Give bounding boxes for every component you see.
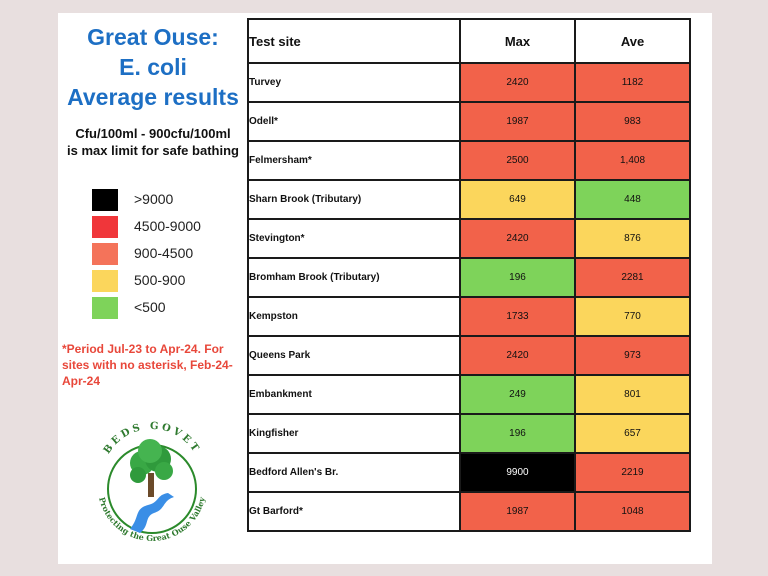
header-test-site: Test site bbox=[247, 18, 461, 64]
max-value-cell: 2420 bbox=[459, 335, 576, 376]
ave-value-cell: 1182 bbox=[574, 62, 691, 103]
site-name-cell: Turvey bbox=[247, 62, 461, 103]
period-note: *Period Jul-23 to Apr-24. For sites with… bbox=[62, 342, 233, 388]
legend-swatch-black bbox=[92, 189, 118, 211]
limit-line-1: Cfu/100ml - 900cfu/100ml bbox=[75, 126, 231, 141]
table-row: Embankment 249 801 bbox=[247, 374, 691, 415]
header-max: Max bbox=[459, 18, 576, 64]
max-value-cell: 2420 bbox=[459, 218, 576, 259]
max-value-cell: 2420 bbox=[459, 62, 576, 103]
limit-line-2: is max limit for safe bathing bbox=[67, 143, 239, 158]
legend-swatch-green bbox=[92, 297, 118, 319]
legend-label: 900-4500 bbox=[134, 245, 194, 261]
ave-value-cell: 1048 bbox=[574, 491, 691, 532]
title-line-2: E. coli bbox=[119, 54, 187, 80]
max-value-cell: 9900 bbox=[459, 452, 576, 493]
legend-swatch-dark-red bbox=[92, 216, 118, 238]
table-row: Stevington* 2420 876 bbox=[247, 218, 691, 259]
ave-value-cell: 448 bbox=[574, 179, 691, 220]
header-ave: Ave bbox=[574, 18, 691, 64]
ave-value-cell: 2281 bbox=[574, 257, 691, 298]
site-name-cell: Felmersham* bbox=[247, 140, 461, 181]
ave-value-cell: 2219 bbox=[574, 452, 691, 493]
table-row: Felmersham* 2500 1,408 bbox=[247, 140, 691, 181]
table-row: Sharn Brook (Tributary) 649 448 bbox=[247, 179, 691, 220]
left-panel: Great Ouse: E. coli Average results Cfu/… bbox=[58, 13, 248, 564]
ave-value-cell: 1,408 bbox=[574, 140, 691, 181]
table-header-row: Test site Max Ave bbox=[247, 18, 691, 64]
site-name-cell: Bedford Allen's Br. bbox=[247, 452, 461, 493]
max-value-cell: 249 bbox=[459, 374, 576, 415]
safe-limit-text: Cfu/100ml - 900cfu/100ml is max limit fo… bbox=[58, 125, 248, 159]
title-line-3: Average results bbox=[67, 84, 239, 110]
site-name-cell: Embankment bbox=[247, 374, 461, 415]
site-name-cell: Bromham Brook (Tributary) bbox=[247, 257, 461, 298]
title-line-1: Great Ouse: bbox=[87, 24, 219, 50]
legend-label: >9000 bbox=[134, 191, 174, 207]
ave-value-cell: 657 bbox=[574, 413, 691, 454]
ave-value-cell: 983 bbox=[574, 101, 691, 142]
table-row: Bedford Allen's Br. 9900 2219 bbox=[247, 452, 691, 493]
results-table: Test site Max Ave Turvey 2420 1182 Odell* 19… bbox=[247, 18, 691, 532]
ave-value-cell: 801 bbox=[574, 374, 691, 415]
site-name-cell: Stevington* bbox=[247, 218, 461, 259]
ave-value-cell: 876 bbox=[574, 218, 691, 259]
legend-swatch-yellow bbox=[92, 270, 118, 292]
max-value-cell: 196 bbox=[459, 413, 576, 454]
max-value-cell: 1733 bbox=[459, 296, 576, 337]
site-name-cell: Queens Park bbox=[247, 335, 461, 376]
max-value-cell: 1987 bbox=[459, 491, 576, 532]
beds-govet-logo: BEDS GOVET Protecting the Great Ouse Val… bbox=[97, 421, 207, 543]
site-name-cell: Odell* bbox=[247, 101, 461, 142]
legend-label: 4500-9000 bbox=[134, 218, 201, 234]
site-name-cell: Kingfisher bbox=[247, 413, 461, 454]
max-value-cell: 649 bbox=[459, 179, 576, 220]
site-name-cell: Gt Barford* bbox=[247, 491, 461, 532]
legend-label: 500-900 bbox=[134, 272, 186, 288]
table-row: Gt Barford* 1987 1048 bbox=[247, 491, 691, 532]
table-row: Bromham Brook (Tributary) 196 2281 bbox=[247, 257, 691, 298]
table-row: Kingfisher 196 657 bbox=[247, 413, 691, 454]
ave-value-cell: 973 bbox=[574, 335, 691, 376]
site-name-cell: Sharn Brook (Tributary) bbox=[247, 179, 461, 220]
infographic-card: Great Ouse: E. coli Average results Cfu/… bbox=[58, 13, 712, 564]
table-row: Kempston 1733 770 bbox=[247, 296, 691, 337]
table-row: Queens Park 2420 973 bbox=[247, 335, 691, 376]
legend-label: <500 bbox=[134, 299, 166, 315]
table-row: Odell* 1987 983 bbox=[247, 101, 691, 142]
legend-swatch-red bbox=[92, 243, 118, 265]
max-value-cell: 196 bbox=[459, 257, 576, 298]
table-row: Turvey 2420 1182 bbox=[247, 62, 691, 103]
ave-value-cell: 770 bbox=[574, 296, 691, 337]
max-value-cell: 1987 bbox=[459, 101, 576, 142]
site-name-cell: Kempston bbox=[247, 296, 461, 337]
max-value-cell: 2500 bbox=[459, 140, 576, 181]
